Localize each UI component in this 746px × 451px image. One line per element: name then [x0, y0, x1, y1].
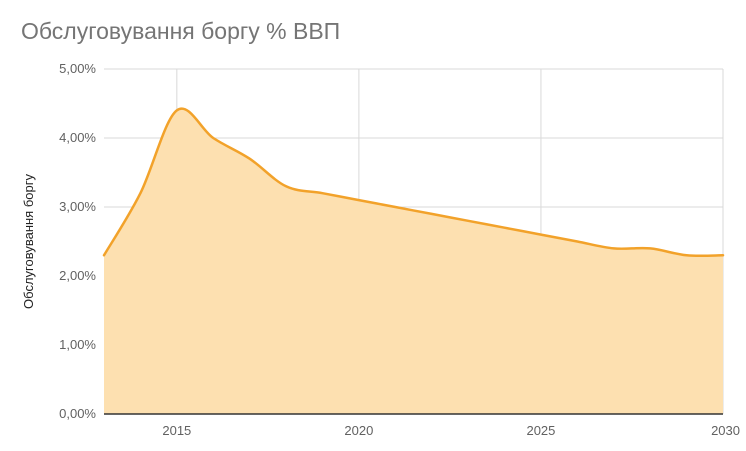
- x-tick-label: 2030: [711, 423, 740, 438]
- y-tick-label: 3,00%: [59, 199, 96, 214]
- chart-title: Обслуговування боргу % ВВП: [21, 18, 341, 44]
- x-tick-label: 2025: [526, 423, 555, 438]
- y-axis-label: Обслуговування боргу: [21, 174, 36, 309]
- y-tick-label: 1,00%: [59, 337, 96, 352]
- area-layer: [102, 107, 725, 414]
- series-area-fill: [104, 108, 723, 414]
- y-tick-label: 0,00%: [59, 406, 96, 421]
- y-tick-label: 4,00%: [59, 130, 96, 145]
- axis-layer: 0,00% 1,00% 2,00% 3,00% 4,00% 5,00% 2015 2020 20…: [59, 61, 740, 438]
- y-tick-label: 2,00%: [59, 268, 96, 283]
- x-tick-label: 2020: [344, 423, 373, 438]
- y-tick-label: 5,00%: [59, 61, 96, 76]
- x-tick-label: 2015: [162, 423, 191, 438]
- series-line: [102, 107, 725, 258]
